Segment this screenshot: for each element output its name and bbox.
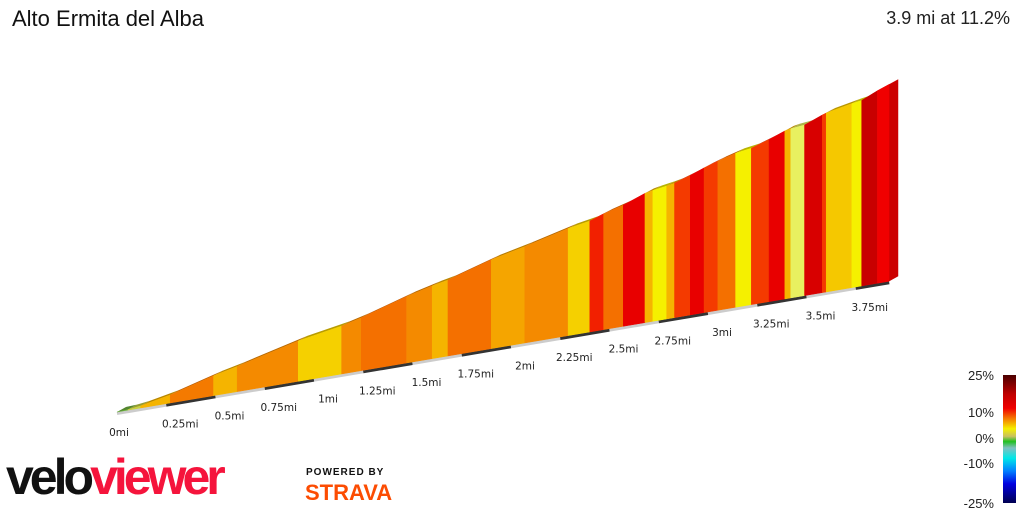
x-tick-label: 3.25mi xyxy=(753,319,790,331)
profile-segment-top xyxy=(298,321,351,341)
profile-segment xyxy=(851,100,862,288)
strava-logo: STRAVA xyxy=(305,480,393,505)
profile-segment-top xyxy=(790,120,814,129)
distance-scale-segment xyxy=(510,336,561,349)
profile-segment xyxy=(674,174,691,318)
profile-segment-top xyxy=(140,389,180,406)
legend-label: -10% xyxy=(963,456,994,471)
x-tick-label: 2.5mi xyxy=(609,344,639,356)
profile-segment xyxy=(406,285,433,364)
x-tick-label: 2mi xyxy=(515,360,535,372)
profile-segment xyxy=(804,114,823,296)
profile-segment xyxy=(652,185,667,322)
x-tick-label: 0.5mi xyxy=(215,410,245,422)
distance-scale-segment xyxy=(609,320,660,332)
veloviewer-logo: veloviewer xyxy=(6,449,226,505)
x-tick-label: 3mi xyxy=(712,327,732,339)
profile-segment-top xyxy=(237,335,308,367)
x-tick-label: 3.75mi xyxy=(851,302,888,314)
profile-segment xyxy=(735,147,752,308)
distance-scale-segment xyxy=(855,281,890,290)
page-title: Alto Ermita del Alba xyxy=(12,6,204,31)
profile-segment xyxy=(644,190,654,323)
distance-scale-segment xyxy=(658,311,709,324)
profile-segment-top xyxy=(826,98,861,114)
x-tick-label: 0.75mi xyxy=(260,402,297,414)
distance-scale-segment xyxy=(756,295,807,307)
distance-scale-segment xyxy=(707,303,758,315)
powered-by-label: POWERED BY xyxy=(306,467,385,478)
profile-segment xyxy=(524,228,569,344)
profile-segment xyxy=(567,220,591,336)
profile-segment-top xyxy=(524,223,578,247)
distance-scale-segment xyxy=(165,395,216,407)
profile-segment xyxy=(790,124,805,299)
profile-segment-top xyxy=(406,280,442,297)
legend-label: -25% xyxy=(963,496,994,511)
profile-segment xyxy=(589,213,604,333)
x-tick-label: 0mi xyxy=(109,427,129,439)
profile-segment-top xyxy=(568,215,599,229)
profile-segment xyxy=(341,317,362,375)
profile-segment-top xyxy=(117,404,137,412)
profile-segment xyxy=(623,192,646,327)
profile-segment xyxy=(768,130,786,302)
profile-segment xyxy=(690,167,705,316)
profile-segment xyxy=(784,128,791,300)
profile-segment-top xyxy=(341,312,371,327)
profile-segment-top xyxy=(784,123,800,131)
gradient-color-scale xyxy=(1003,375,1016,503)
legend-label: 25% xyxy=(967,368,994,383)
profile-segment xyxy=(491,246,526,349)
profile-segment xyxy=(751,139,770,305)
distance-scale-segment xyxy=(362,362,413,374)
distance-scale-segment xyxy=(116,403,167,415)
x-tick-label: 1mi xyxy=(318,394,338,406)
profile-segment xyxy=(447,259,492,357)
x-tick-label: 1.5mi xyxy=(412,377,442,389)
distance-scale-segment xyxy=(215,387,266,399)
profile-segment-top xyxy=(851,95,871,104)
profile-segment xyxy=(431,279,449,359)
distance-scale-segment xyxy=(559,328,610,340)
x-tick-label: 1.75mi xyxy=(457,369,494,381)
legend-label: 10% xyxy=(967,405,994,420)
profile-segment xyxy=(861,90,878,287)
distance-scale-segment xyxy=(313,370,364,382)
distance-scale-segment xyxy=(806,286,857,299)
profile-segment xyxy=(603,204,624,330)
profile-end-face xyxy=(889,79,899,282)
distance-scale-segment xyxy=(412,353,463,365)
profile-segment xyxy=(666,182,675,320)
profile-segment xyxy=(877,83,890,284)
climb-summary: 3.9 mi at 11.2% xyxy=(886,8,1010,28)
distance-scale-segment xyxy=(264,378,315,390)
profile-segment-top xyxy=(644,185,662,194)
x-tick-label: 0.25mi xyxy=(162,419,199,431)
profile-segment-top xyxy=(491,241,534,260)
x-tick-label: 3.5mi xyxy=(806,310,836,322)
profile-segment xyxy=(825,103,853,293)
profile-segment-top xyxy=(127,400,150,410)
profile-segment-top xyxy=(213,361,247,376)
legend-label: 0% xyxy=(975,431,994,446)
profile-segment xyxy=(717,152,736,311)
profile-segment-top xyxy=(652,181,676,191)
profile-segment-top xyxy=(666,178,684,187)
profile-segment xyxy=(703,160,719,313)
distance-scale-segment xyxy=(461,345,512,357)
profile-segment xyxy=(822,112,827,293)
profile-segment xyxy=(297,325,342,382)
x-tick-label: 1.25mi xyxy=(359,385,396,397)
profile-segment xyxy=(361,296,407,371)
x-tick-label: 2.75mi xyxy=(654,335,691,347)
profile-segment-top xyxy=(432,275,457,286)
profile-segment-top xyxy=(735,143,761,154)
x-tick-label: 2.25mi xyxy=(556,352,593,364)
